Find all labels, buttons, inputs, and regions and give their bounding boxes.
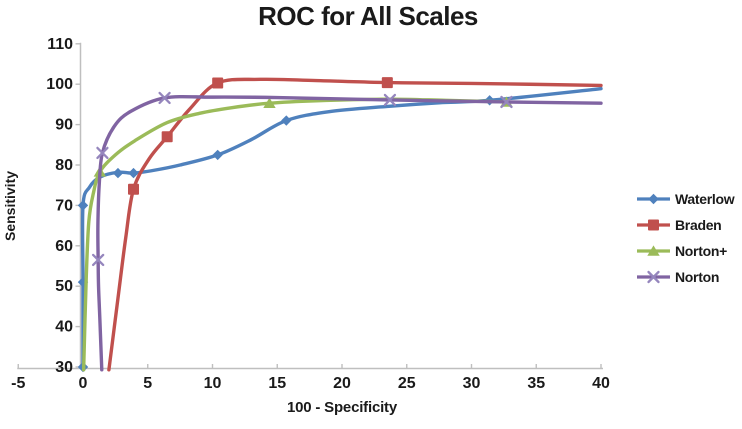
diamond-marker (77, 200, 89, 211)
y-tick-label: 100 (46, 76, 73, 93)
legend-item-waterlow: Waterlow (636, 186, 735, 212)
legend-label: Waterlow (675, 191, 735, 207)
y-tick-label: 60 (55, 238, 73, 255)
diamond-marker (112, 167, 124, 179)
y-tick-label: 80 (55, 157, 73, 174)
square-legend-glyph (637, 219, 670, 231)
square-marker (161, 131, 173, 143)
y-tick-label: 30 (55, 359, 73, 376)
x-tick-label: 40 (592, 375, 610, 392)
diamond-marker (648, 193, 659, 205)
x-tick-label: 0 (79, 375, 88, 392)
x-tick-label: 15 (268, 375, 286, 392)
diamond-legend-glyph (637, 193, 670, 205)
series-waterlow (77, 86, 603, 373)
x-tick-label: 10 (204, 375, 222, 392)
y-tick-label: 90 (55, 117, 73, 134)
x-tick-label: 35 (527, 375, 545, 392)
x-axis-title: 100 - Specificity (287, 399, 397, 416)
x-marker (96, 146, 109, 160)
series-braden (107, 77, 603, 372)
axes: -5 0 5 10 15 20 25 30 35 40 30 40 50 60 70 80 90 100 110 (11, 36, 610, 392)
legend-item-braden: Braden (636, 212, 734, 238)
series-line (107, 77, 603, 372)
x-legend-glyph (637, 270, 670, 284)
x-marker (158, 91, 171, 105)
diamond-marker (128, 167, 139, 179)
diamond-marker (212, 149, 223, 161)
legend-item-nortonplus: Norton+ (636, 238, 734, 264)
series-line (96, 94, 603, 372)
legend-label: Braden (675, 217, 722, 233)
y-tick-label: 110 (47, 36, 73, 53)
diamond-marker (281, 115, 292, 126)
series-line (81, 97, 509, 372)
x-marker (647, 270, 660, 284)
triangle-marker (647, 245, 660, 256)
legend-label: Norton (675, 269, 720, 285)
chart-legend: Waterlow Braden Norton+ Norton (636, 186, 735, 290)
triangle-marker (263, 97, 276, 108)
x-marker (92, 253, 105, 267)
y-tick-label: 40 (55, 319, 73, 336)
x-tick-label: 20 (333, 375, 351, 392)
triangle-legend-glyph (637, 245, 670, 256)
square-marker (381, 77, 393, 89)
y-axis-title: Sensitivity (2, 170, 18, 242)
series-line (80, 86, 603, 369)
x-marker (500, 95, 513, 109)
legend-label: Norton+ (675, 243, 727, 259)
series-norton (92, 91, 603, 372)
square-marker (648, 219, 659, 231)
chart-title: ROC for All Scales (258, 1, 478, 31)
y-tick-label: 50 (55, 278, 73, 295)
x-tick-label: 30 (463, 375, 481, 392)
y-tick-label: 70 (55, 197, 73, 214)
legend-item-norton: Norton (636, 264, 734, 290)
x-tick-label: 5 (143, 375, 152, 392)
x-tick-label: -5 (11, 375, 25, 392)
series-nortonplus (81, 96, 513, 372)
square-marker (212, 77, 224, 89)
x-tick-label: 25 (398, 375, 416, 392)
square-marker (128, 183, 140, 195)
x-marker (383, 93, 397, 107)
